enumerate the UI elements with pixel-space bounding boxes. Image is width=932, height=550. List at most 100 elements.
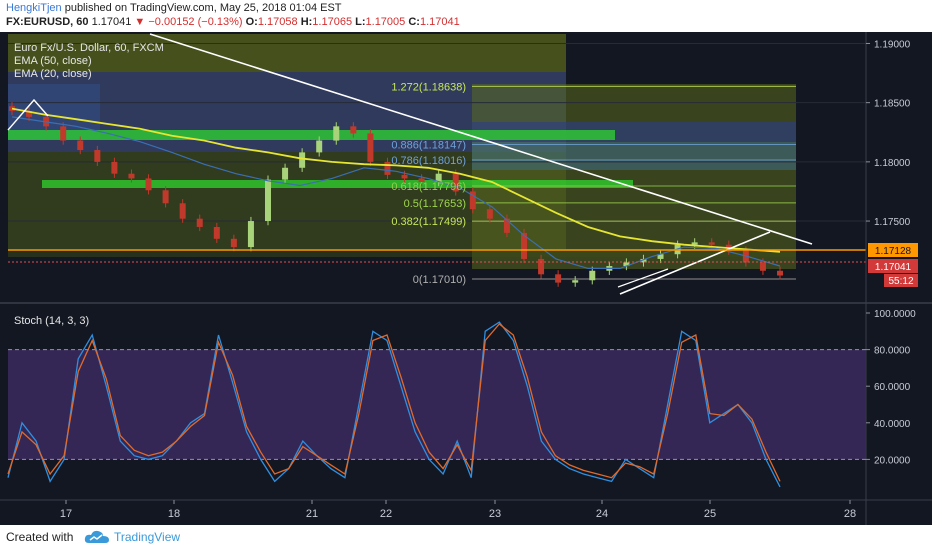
candle-body [282,167,289,180]
stoch-tick-label: 100.0000 [874,309,916,320]
candle-body [162,190,169,204]
left-swing-line[interactable] [7,98,49,131]
stoch-k-line [7,321,781,488]
open-label: O: [245,16,258,28]
candle-body [350,126,357,134]
stoch-tick-label: 40.0000 [874,419,911,430]
stoch-grid [8,349,866,460]
timer-label: 55:12 [888,276,913,287]
candle-body [9,106,15,111]
candle-body [179,203,186,219]
stoch-tick-label: 20.0000 [874,455,911,466]
stoch-lines [7,321,781,488]
timer-badge [884,274,918,287]
candle-body [435,173,442,182]
price-change: ▼ −0.00152 (−0.13%) [134,16,243,28]
price-tick-label: 1.18000 [874,158,911,169]
support-band-lower [42,180,633,188]
candle-body [691,242,698,245]
candle-body [265,179,271,222]
fib-level-label: 0.786(1.18016) [391,155,466,167]
time-tick-label: 23 [489,508,501,520]
candle-body [640,258,647,263]
price-scale[interactable]: 1.19000 1.18500 1.18000 1.17500 1.17128 1.1… [865,32,932,525]
footer: Created with TradingView [0,525,932,550]
high-label: H: [300,16,313,28]
candle-body [469,191,476,210]
rising-wedge-base-line[interactable] [617,268,669,288]
stoch-ticks: 100.0000 80.0000 60.0000 40.0000 20.0000 [866,309,916,466]
high-value: 1.17065 [312,16,353,28]
candle-body [247,221,254,248]
orange-price-badge [868,243,918,257]
candle-body [230,238,237,248]
close-value: 1.17041 [419,16,460,28]
author-link[interactable]: HengkiTjen [6,2,62,14]
candle-body [777,270,783,276]
price-pane[interactable]: 1.272(1.18638) 0.886(1.18147) 0.786(1.1801… [7,33,866,295]
time-axis[interactable]: 17 18 21 22 23 24 25 28 [0,499,932,520]
fib-level-label: 0.382(1.17499) [391,216,466,228]
close-label: C: [408,16,420,28]
open-value: 1.17058 [257,16,298,28]
candle-body [316,140,323,153]
time-tick-label: 28 [844,508,856,520]
last-price-label: 1.17041 [875,262,912,273]
descending-trendline[interactable] [149,33,813,245]
candle-body [759,262,766,271]
candle-body [521,232,527,259]
candle-body [572,280,579,283]
candle-body [555,274,562,283]
time-tick-label: 17 [60,508,72,520]
range-box-bottom [8,249,796,257]
range-box-top [8,34,566,72]
low-label: L: [355,16,366,28]
candle-body [94,150,101,162]
price-tick-label: 1.19000 [874,39,911,50]
fib-level-label: 0.5(1.17653) [404,198,466,210]
time-tick-label: 21 [306,508,318,520]
fib-level-label: 0.886(1.18147) [391,139,466,151]
candle-body [77,140,84,151]
candle-body [333,126,340,141]
stoch-pane[interactable]: Stoch (14, 3, 3) 100.0000 80.0000 60.0000 4… [7,309,916,488]
price-ticks: 1.19000 1.18500 1.18000 1.17500 [866,39,911,228]
time-ticks: 17 18 21 22 23 24 25 28 [60,500,856,520]
price-tick-label: 1.17500 [874,217,911,228]
legend-title: Euro Fx/U.S. Dollar, 60, FXCM [14,42,164,54]
last-price-badge [868,259,918,273]
legend-ema20: EMA (20, close) [14,68,92,80]
stoch-band [8,349,866,460]
candle-body [418,178,425,182]
time-tick-label: 25 [704,508,716,520]
tradingview-brand[interactable]: TradingView [114,530,181,544]
symbol-info: FX:EURUSD, 60 1.17041 ▼ −0.00152 (−0.13%… [6,15,932,30]
candle-body [60,126,67,141]
rising-wedge-lower-line[interactable] [619,231,771,295]
candle-body [486,209,493,219]
candle-body [589,270,596,281]
fib-level-label: 0.618(1.17796) [391,181,466,193]
candle-body [145,178,152,191]
candle-body [26,110,33,117]
candle-body [657,254,664,259]
resistance-band-upper [8,130,615,140]
candle-body [196,218,203,227]
candle-body [401,174,408,179]
time-tick-label: 22 [380,508,392,520]
orange-price-label: 1.17128 [875,246,912,257]
stoch-title: Stoch (14, 3, 3) [14,315,89,327]
chart-canvas[interactable]: 1.272(1.18638) 0.886(1.18147) 0.786(1.1801… [0,32,932,525]
fib-labels: 1.272(1.18638) 0.886(1.18147) 0.786(1.1801… [391,81,466,286]
stoch-tick-label: 60.0000 [874,382,911,393]
price-tick-label: 1.18500 [874,99,911,110]
candle-body [384,161,391,175]
created-with-text: Created with [6,530,74,544]
stoch-tick-label: 80.0000 [874,346,911,357]
candle-body [538,258,545,275]
ema50-line [11,107,781,253]
time-tick-label: 24 [596,508,608,520]
candle-body [623,262,630,267]
candle-body [213,226,220,239]
published-text: published on TradingView.com, May 25, 20… [64,2,342,14]
